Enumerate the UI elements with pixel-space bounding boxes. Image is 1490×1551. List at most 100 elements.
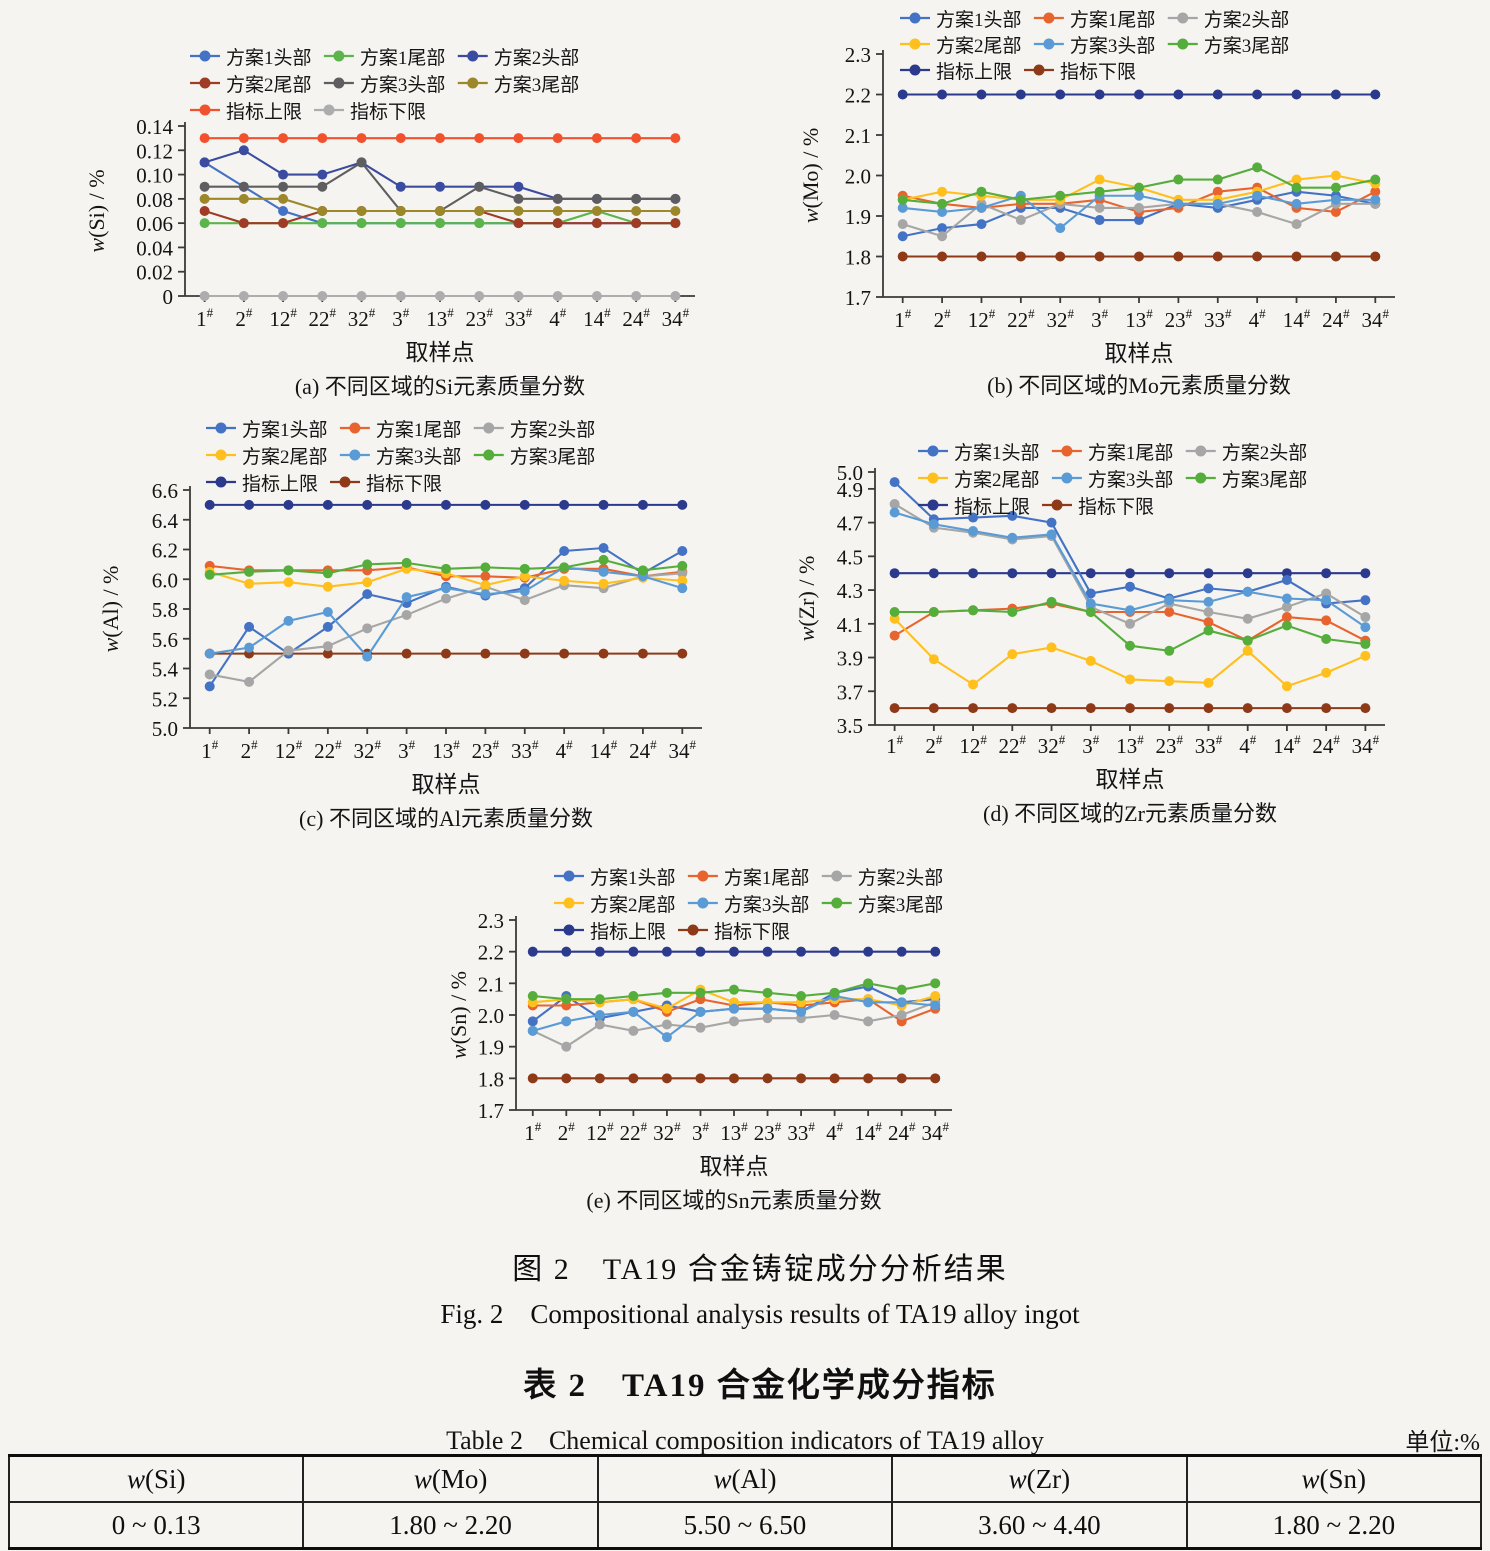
- chart-caption: (c) 不同区域的Al元素质量分数: [299, 806, 593, 831]
- series-lower-limit: [199, 291, 681, 301]
- series-plan3-tail: [889, 596, 1371, 656]
- legend-label: 方案2尾部: [242, 446, 328, 468]
- data-point: [729, 1073, 739, 1084]
- legend-item-plan2-tail: 方案2尾部: [918, 469, 1040, 491]
- data-point: [1046, 703, 1057, 714]
- y-tick-label: 2.0: [845, 165, 871, 189]
- x-tick-label: 23#: [1165, 306, 1193, 332]
- y-tick-label: 6.6: [152, 479, 178, 503]
- data-point: [628, 1006, 639, 1017]
- data-point: [1164, 645, 1175, 656]
- data-point: [1203, 568, 1214, 579]
- data-point: [968, 526, 979, 537]
- data-point: [1330, 194, 1341, 205]
- data-point: [762, 1073, 773, 1084]
- legend-item-plan1-tail: 方案1尾部: [687, 867, 809, 889]
- x-tick-label: 23#: [465, 305, 493, 331]
- legend-label: 方案2头部: [858, 867, 944, 889]
- chart-caption: (a) 不同区域的Si元素质量分数: [295, 374, 585, 399]
- legend-marker-dot: [1043, 12, 1055, 24]
- data-point: [1252, 206, 1263, 217]
- data-point: [1085, 703, 1096, 714]
- series-plan3-tail: [204, 554, 688, 580]
- x-tick-label: 32#: [653, 1119, 681, 1145]
- data-point: [204, 681, 215, 692]
- data-point: [561, 946, 572, 957]
- data-point: [1173, 198, 1184, 209]
- legend-marker-dot: [1033, 64, 1045, 76]
- data-point: [863, 997, 874, 1008]
- data-point: [362, 499, 373, 510]
- x-tick-label: 12#: [968, 306, 996, 332]
- data-point: [1134, 251, 1144, 262]
- data-point: [1134, 190, 1144, 201]
- data-point: [1321, 667, 1332, 678]
- data-point: [1055, 251, 1066, 262]
- data-point: [762, 1013, 773, 1024]
- data-point: [631, 218, 642, 229]
- data-point: [238, 145, 249, 156]
- y-tick-label: 4.7: [837, 512, 863, 536]
- data-point: [1125, 703, 1135, 714]
- legend-item-upper-limit: 指标上限: [900, 61, 1012, 83]
- data-point: [244, 621, 255, 632]
- data-point: [976, 219, 987, 230]
- data-point: [1281, 681, 1292, 692]
- data-point: [362, 623, 373, 634]
- data-point: [238, 133, 249, 144]
- x-tick-label: 2#: [235, 305, 253, 331]
- data-point: [1203, 596, 1214, 607]
- data-point: [1015, 215, 1026, 226]
- legend-item-plan1-head: 方案1头部: [206, 419, 328, 441]
- data-point: [513, 218, 524, 229]
- table-row: 0 ~ 0.13 1.80 ~ 2.20 5.50 ~ 6.50 3.60 ~ 4.4…: [7, 1502, 1483, 1549]
- y-tick-label: 1.9: [845, 205, 871, 229]
- data-point: [1370, 174, 1381, 185]
- table-header-cell: w(Si): [7, 1455, 305, 1502]
- legend-label: 指标上限: [226, 101, 302, 123]
- data-point: [474, 218, 485, 229]
- data-point: [317, 133, 328, 144]
- x-tick-label: 13#: [1125, 306, 1153, 332]
- data-point: [937, 198, 948, 209]
- x-tick-label: 32#: [1046, 306, 1074, 332]
- data-point: [1134, 202, 1144, 213]
- data-point: [928, 519, 939, 530]
- data-point: [1007, 649, 1018, 660]
- data-point: [598, 648, 609, 659]
- axes: [876, 50, 1395, 303]
- legend-label: 方案2尾部: [226, 74, 312, 96]
- data-point: [559, 648, 570, 659]
- data-point: [930, 978, 941, 989]
- x-tick-label: 13#: [720, 1119, 748, 1145]
- legend-marker-dot: [831, 897, 843, 909]
- data-point: [278, 181, 289, 192]
- data-point: [1094, 186, 1105, 197]
- x-tick-label: 24#: [1312, 732, 1340, 758]
- data-point: [637, 648, 648, 659]
- y-tick-label: 6.2: [152, 539, 178, 563]
- data-point: [1212, 186, 1223, 197]
- data-point: [628, 1025, 639, 1036]
- series-plan3-tail: [199, 193, 681, 216]
- x-tick-label: 24#: [629, 737, 657, 763]
- data-point: [829, 987, 840, 998]
- data-point: [937, 251, 948, 262]
- data-point: [661, 1073, 672, 1084]
- legend-label: 方案1头部: [936, 9, 1022, 31]
- legend-label: 方案1头部: [590, 867, 676, 889]
- x-tick-label: 22#: [314, 737, 342, 763]
- data-point: [559, 545, 570, 556]
- data-point: [559, 562, 570, 573]
- x-tick-label: 4#: [1239, 732, 1257, 758]
- data-point: [513, 291, 524, 301]
- data-point: [362, 651, 373, 662]
- spec-table-head: w(Si) w(Mo) w(Al) w(Zr) w(Sn): [7, 1455, 1483, 1502]
- y-tick-label: 6.0: [152, 568, 178, 592]
- legend-item-upper-limit: 指标上限: [190, 101, 302, 123]
- data-point: [896, 1073, 907, 1084]
- data-point: [829, 1073, 840, 1084]
- x-tick-label: 22#: [309, 305, 337, 331]
- data-point: [661, 946, 672, 957]
- data-point: [1007, 606, 1018, 617]
